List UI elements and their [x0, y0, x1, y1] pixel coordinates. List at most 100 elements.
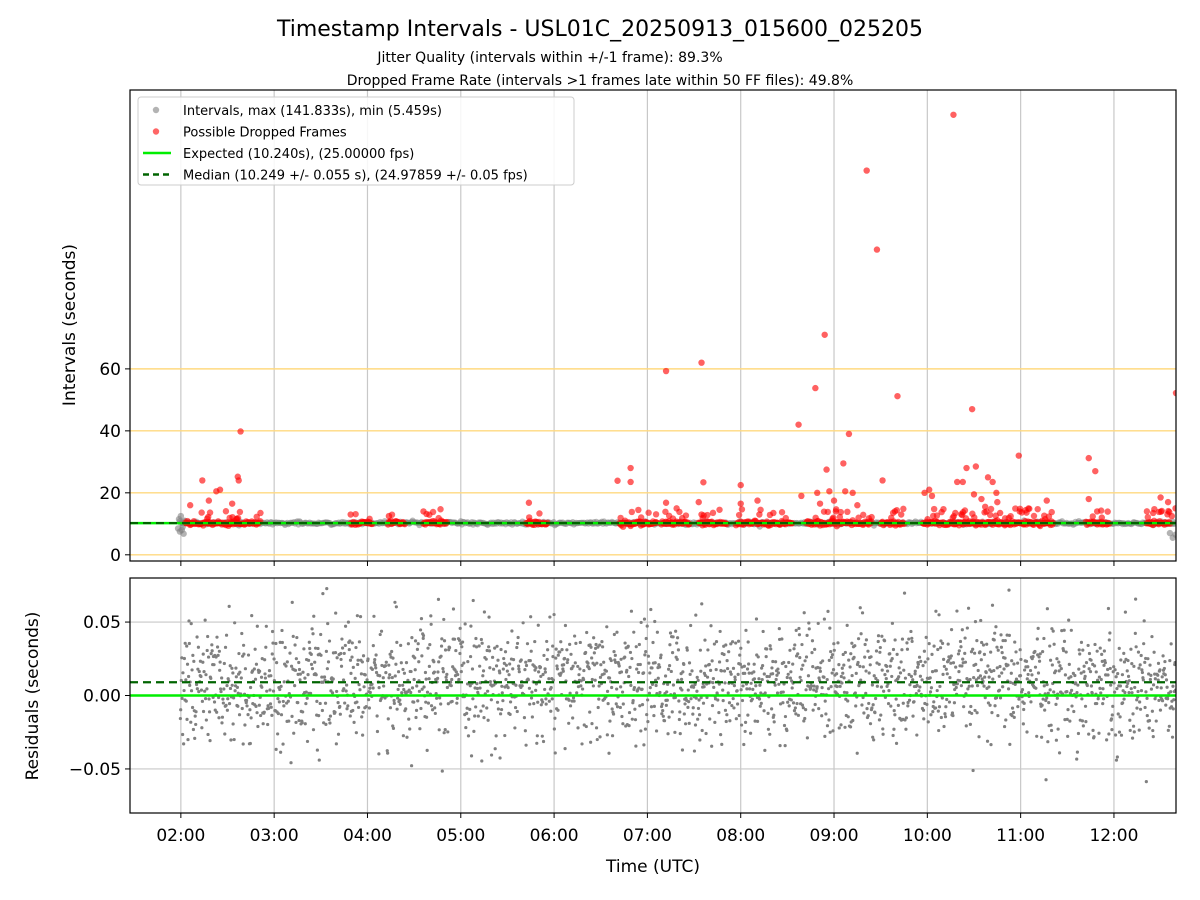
residual-point [717, 660, 722, 664]
residual-point [291, 634, 295, 639]
residual-point [910, 639, 914, 644]
dropped-frame-outlier [754, 497, 761, 504]
dropped-frame-point [257, 509, 264, 517]
dropped-frame-outlier [770, 509, 777, 517]
residual-point [507, 673, 511, 677]
residual-point [355, 700, 359, 704]
residual-point [743, 671, 747, 675]
residual-point [790, 686, 794, 690]
residual-point [462, 661, 466, 665]
dropped-frame-outlier [830, 497, 838, 504]
residual-point [207, 710, 212, 714]
residual-point [994, 696, 999, 700]
residual-point [979, 658, 983, 662]
residual-point [1132, 664, 1136, 668]
residual-point [288, 651, 292, 655]
residual-point [725, 666, 730, 671]
residual-point [871, 703, 875, 707]
residual-point [237, 713, 242, 717]
residual-point [223, 732, 227, 736]
residual-point [997, 688, 1002, 692]
residual-point [1069, 675, 1073, 679]
residual-point [656, 676, 660, 680]
residual-point [391, 724, 395, 728]
residual-point [436, 597, 441, 601]
residual-point [1122, 651, 1126, 655]
residual-point [373, 663, 377, 667]
residual-point [229, 738, 233, 742]
residual-point [1038, 652, 1042, 656]
top-y-tick-label: 60 [99, 360, 121, 380]
dropped-frame-outlier [347, 511, 354, 518]
residual-point [843, 725, 847, 729]
residual-point [413, 668, 417, 672]
residual-point [511, 658, 516, 662]
residual-point [580, 742, 584, 746]
residual-point [579, 679, 583, 683]
residual-point [1150, 709, 1154, 713]
residual-point [409, 764, 414, 768]
bottom-y-tick-label: −0.05 [69, 760, 121, 780]
residual-point [513, 726, 517, 730]
residual-point [619, 657, 623, 661]
residual-point [574, 641, 578, 645]
residual-point [481, 704, 485, 708]
residual-point [668, 643, 672, 647]
residual-point [354, 731, 358, 735]
residual-point [951, 661, 956, 665]
residual-point [804, 688, 808, 692]
residual-point [268, 688, 272, 692]
residual-point [408, 727, 412, 731]
residual-point [543, 667, 547, 671]
legend-label: Intervals, max (141.833s), min (5.459s) [183, 104, 442, 119]
residual-point [479, 709, 483, 713]
residual-point [795, 701, 799, 706]
residual-point [644, 636, 648, 641]
residual-point [898, 671, 903, 675]
residual-point [356, 658, 360, 662]
residual-point [944, 667, 948, 671]
residual-point [613, 653, 617, 657]
residual-point [804, 655, 809, 659]
dropped-frame-point [778, 509, 786, 516]
residual-point [556, 708, 560, 712]
residual-point [455, 696, 459, 701]
residual-point [846, 715, 850, 719]
residual-point [666, 682, 670, 686]
residual-point [899, 660, 903, 664]
residual-point [738, 662, 742, 666]
residual-point [838, 684, 842, 688]
residual-point [761, 629, 765, 634]
residual-point [342, 687, 346, 691]
residual-point [802, 611, 806, 615]
residual-point [183, 641, 187, 645]
residual-point [220, 721, 224, 725]
residual-point [990, 603, 995, 607]
residual-point [812, 688, 816, 692]
residual-point [813, 702, 817, 707]
residual-point [1045, 696, 1049, 700]
residual-point [200, 699, 204, 703]
residual-point [1012, 662, 1016, 666]
dropped-frame-outlier [525, 499, 533, 506]
residual-point [881, 727, 885, 731]
residual-point [786, 700, 790, 704]
residual-point [968, 677, 972, 682]
residual-point [532, 702, 536, 706]
residual-point [1002, 724, 1007, 729]
residual-point [586, 661, 590, 665]
residual-point [1166, 728, 1170, 732]
residual-point [787, 660, 791, 665]
residual-point [433, 706, 437, 710]
residual-point [687, 700, 691, 704]
residual-point [438, 696, 442, 700]
residual-point [264, 624, 268, 628]
residual-point [394, 662, 398, 666]
residual-point [563, 623, 568, 628]
residual-point [1131, 712, 1135, 716]
residual-point [343, 624, 348, 628]
residual-point [501, 699, 505, 703]
residual-point [553, 716, 557, 720]
residual-point [467, 717, 471, 721]
residual-point [870, 683, 874, 687]
